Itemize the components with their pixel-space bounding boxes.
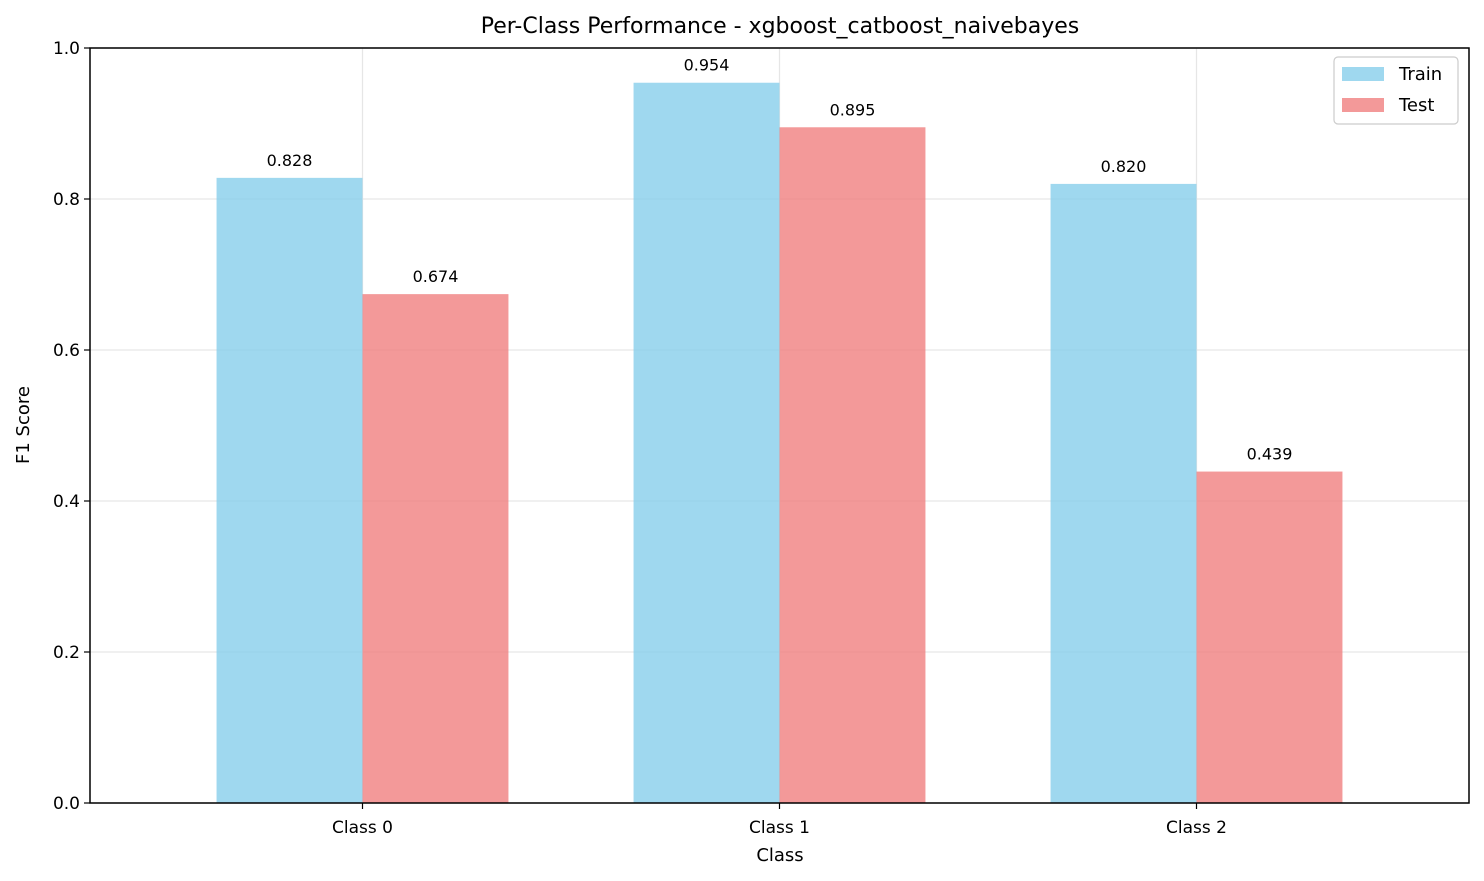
- legend: Train Test: [1333, 56, 1459, 125]
- y-axis-label: F1 Score: [13, 386, 34, 464]
- y-tick-label-1: 0.2: [53, 643, 80, 663]
- data-label-train-0: 0.828: [267, 151, 313, 170]
- y-tick-label-3: 0.6: [53, 341, 80, 361]
- x-tick-label-2: Class 2: [1166, 818, 1227, 838]
- x-axis-label: Class: [756, 845, 803, 866]
- bar-test-2: [1196, 471, 1343, 803]
- x-tick-label-1: Class 1: [749, 818, 810, 838]
- y-tick-label-4: 0.8: [53, 190, 80, 210]
- legend-label-test: Test: [1398, 95, 1434, 116]
- data-labels: 0.828 0.954 0.820 0.674 0.895 0.439: [267, 56, 1293, 464]
- data-label-train-2: 0.820: [1101, 157, 1147, 176]
- x-tick-label-0: Class 0: [332, 818, 393, 838]
- data-label-train-1: 0.954: [684, 56, 730, 75]
- data-label-test-2: 0.439: [1247, 445, 1293, 464]
- bar-train-1: [633, 82, 780, 804]
- bar-test-1: [779, 127, 926, 803]
- chart-title: Per-Class Performance - xgboost_catboost…: [481, 14, 1080, 39]
- legend-swatch-train: [1342, 67, 1384, 81]
- y-tick-label-2: 0.4: [53, 492, 80, 512]
- x-axis-ticks: Class 0 Class 1 Class 2: [332, 803, 1227, 838]
- legend-label-train: Train: [1398, 64, 1442, 85]
- bar-train-0: [216, 177, 363, 804]
- data-label-test-0: 0.674: [413, 267, 459, 286]
- y-axis-ticks: 0.0 0.2 0.4 0.6 0.8 1.0: [53, 39, 90, 814]
- y-tick-label-5: 1.0: [53, 39, 80, 59]
- y-tick-label-0: 0.0: [53, 794, 80, 814]
- bar-train-2: [1050, 183, 1197, 803]
- bars: [216, 82, 1343, 804]
- legend-swatch-test: [1342, 98, 1384, 112]
- bar-test-0: [362, 294, 509, 803]
- data-label-test-1: 0.895: [830, 100, 876, 119]
